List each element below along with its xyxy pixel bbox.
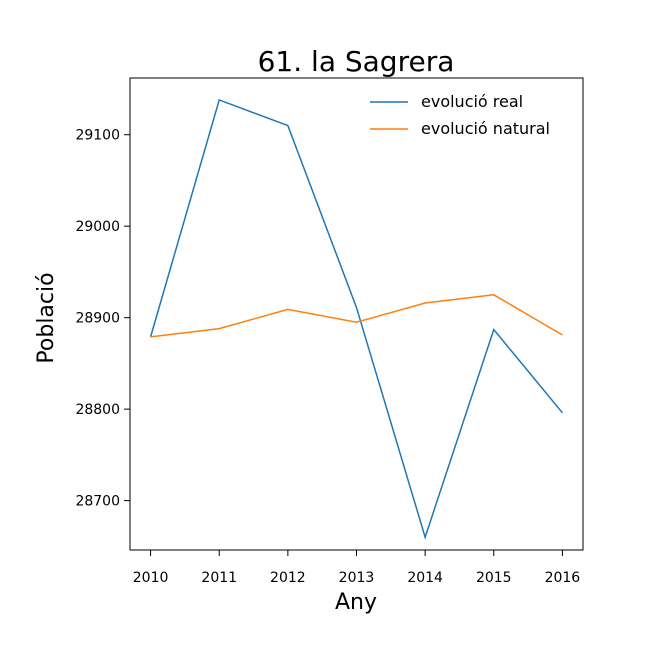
y-axis-label: Població xyxy=(34,272,59,363)
legend-label-real: evolució real xyxy=(421,92,523,111)
x-tick-label: 2013 xyxy=(339,570,375,586)
x-tick-label: 2014 xyxy=(407,570,443,586)
y-axis: 28700 28800 28900 29000 29100 xyxy=(75,128,130,510)
y-tick-label: 28800 xyxy=(75,402,120,418)
legend-label-natural: evolució natural xyxy=(421,119,550,138)
y-tick-label: 28900 xyxy=(75,311,120,327)
x-tick-label: 2016 xyxy=(545,570,581,586)
series-lines xyxy=(149,98,563,540)
series-line-natural xyxy=(150,294,563,338)
y-tick-label: 29100 xyxy=(75,128,120,144)
x-axis: 2010 2011 2012 2013 2014 2015 2016 xyxy=(133,550,581,586)
x-axis-label: Any xyxy=(335,590,377,615)
y-tick-label: 28700 xyxy=(75,494,120,510)
x-tick-label: 2010 xyxy=(133,570,169,586)
y-tick-label: 29000 xyxy=(75,219,120,235)
x-tick-label: 2015 xyxy=(476,570,512,586)
x-tick-label: 2011 xyxy=(201,570,237,586)
chart-title: 61. la Sagrera xyxy=(258,45,455,78)
x-tick-label: 2012 xyxy=(270,570,306,586)
legend: evolució real evolució natural xyxy=(370,92,550,138)
series-line-real xyxy=(149,98,563,540)
plot-frame xyxy=(129,77,584,551)
